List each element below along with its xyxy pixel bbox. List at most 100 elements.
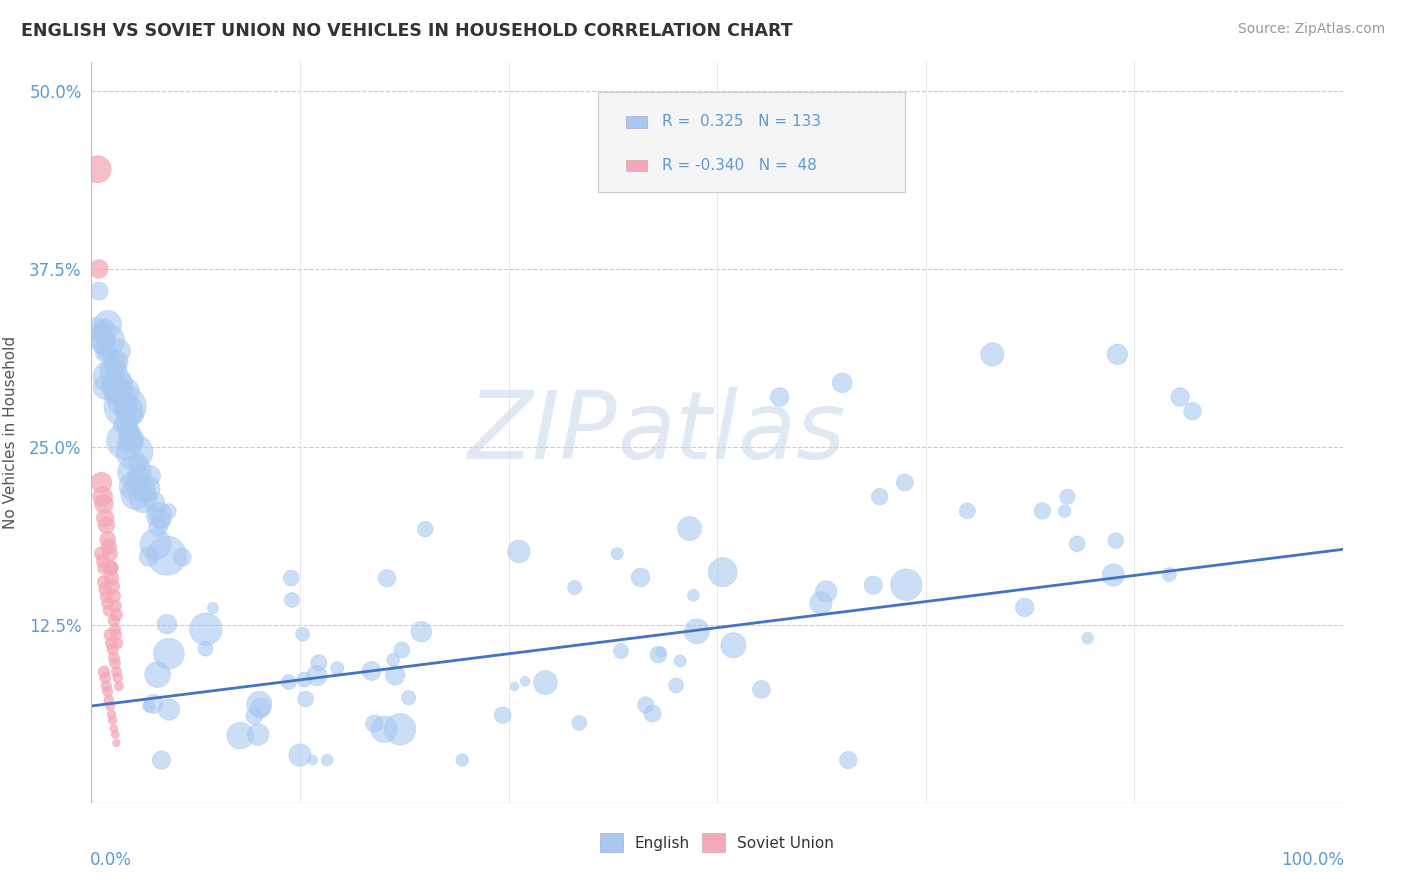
Point xyxy=(360,664,382,678)
Point xyxy=(89,326,111,340)
Point xyxy=(94,671,117,685)
Point xyxy=(669,654,692,668)
Point xyxy=(107,343,129,358)
Point xyxy=(105,607,128,622)
Point xyxy=(288,747,311,762)
Point xyxy=(157,702,180,716)
Point xyxy=(146,508,169,522)
Point xyxy=(100,707,122,722)
Text: 100.0%: 100.0% xyxy=(1281,851,1344,869)
Point xyxy=(98,561,121,575)
Point xyxy=(97,369,120,384)
Point xyxy=(413,522,436,536)
Point xyxy=(139,469,162,483)
Point xyxy=(91,554,114,568)
Point xyxy=(100,390,122,404)
Point xyxy=(89,340,111,354)
Point xyxy=(96,518,118,533)
Point xyxy=(682,588,704,602)
Point xyxy=(243,709,266,723)
Point xyxy=(93,665,115,679)
Point xyxy=(316,753,339,767)
Point xyxy=(127,455,149,469)
Point xyxy=(634,698,657,712)
Point xyxy=(723,638,745,652)
Point xyxy=(156,549,179,563)
Point xyxy=(391,643,413,657)
Point xyxy=(277,675,299,690)
Point xyxy=(96,332,118,346)
Point xyxy=(90,475,112,490)
Point xyxy=(146,520,169,534)
Point xyxy=(94,380,117,394)
Point xyxy=(1056,490,1078,504)
Point xyxy=(94,511,117,525)
Point xyxy=(93,346,115,360)
Point xyxy=(96,679,118,693)
Point xyxy=(104,622,127,636)
Point xyxy=(247,697,270,711)
Point xyxy=(97,604,120,618)
Point xyxy=(610,644,633,658)
Point xyxy=(292,673,315,687)
Point xyxy=(606,547,628,561)
Point xyxy=(97,597,120,611)
FancyBboxPatch shape xyxy=(626,160,647,171)
Point xyxy=(96,344,118,359)
Point xyxy=(124,487,146,501)
Point xyxy=(1031,504,1053,518)
Point xyxy=(105,628,128,642)
Point xyxy=(117,402,139,417)
Point xyxy=(956,504,979,518)
Point xyxy=(100,571,122,585)
Point xyxy=(120,432,142,446)
Point xyxy=(105,665,128,679)
Point xyxy=(515,674,537,689)
Point xyxy=(93,561,115,575)
Point xyxy=(301,753,323,767)
Point xyxy=(115,384,138,399)
Point xyxy=(142,697,165,711)
Point xyxy=(122,479,145,493)
Point xyxy=(107,671,129,685)
Point xyxy=(1159,567,1181,582)
Point xyxy=(138,549,160,564)
Point xyxy=(104,727,127,741)
FancyBboxPatch shape xyxy=(626,116,647,128)
Point xyxy=(229,729,252,743)
FancyBboxPatch shape xyxy=(598,92,904,192)
Point xyxy=(281,593,304,607)
Point xyxy=(97,334,120,348)
Point xyxy=(108,396,131,410)
Point xyxy=(94,321,117,335)
Text: ENGLISH VS SOVIET UNION NO VEHICLES IN HOUSEHOLD CORRELATION CHART: ENGLISH VS SOVIET UNION NO VEHICLES IN H… xyxy=(21,22,793,40)
Point xyxy=(768,390,790,404)
Point xyxy=(508,544,530,558)
Point xyxy=(375,571,398,585)
Point xyxy=(305,669,328,683)
Point xyxy=(1168,390,1191,404)
Point xyxy=(172,550,194,565)
Point xyxy=(686,624,709,639)
Point xyxy=(94,582,117,597)
Point xyxy=(100,364,122,378)
Point xyxy=(114,400,136,414)
Point xyxy=(373,723,395,737)
Point xyxy=(384,668,406,682)
Point xyxy=(665,678,688,692)
Point xyxy=(105,736,128,750)
Point xyxy=(97,540,120,554)
Point xyxy=(280,571,302,585)
Point xyxy=(103,590,125,604)
Text: R = -0.340   N =  48: R = -0.340 N = 48 xyxy=(662,158,817,173)
Point xyxy=(103,380,125,394)
Text: ZIP: ZIP xyxy=(467,387,617,478)
Point xyxy=(326,661,349,675)
Point xyxy=(194,641,217,656)
Point xyxy=(981,347,1004,361)
Point xyxy=(97,533,120,547)
Point xyxy=(291,627,314,641)
Point xyxy=(451,753,474,767)
Point xyxy=(148,508,170,523)
Point xyxy=(134,483,156,498)
